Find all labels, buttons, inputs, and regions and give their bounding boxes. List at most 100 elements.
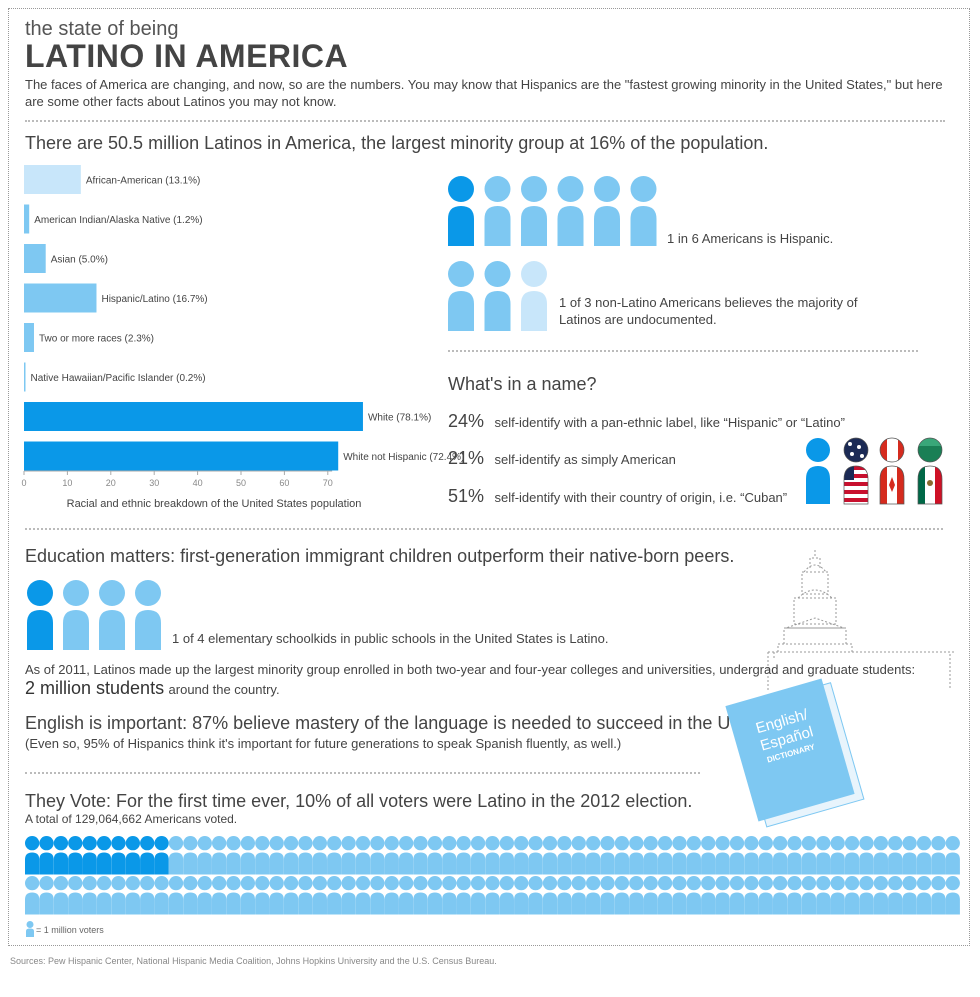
bar-label: Asian (5.0%) [51, 255, 108, 266]
voter-icon [873, 836, 888, 875]
voter-icon [197, 836, 212, 875]
voter-icon [773, 836, 788, 875]
voter-icon [571, 876, 586, 915]
bar [24, 283, 97, 313]
voter-icon [456, 876, 471, 915]
voter-icon [916, 836, 932, 875]
voter-icon [212, 836, 227, 875]
bar [24, 204, 30, 234]
bar-label: Native Hawaiian/Pacific Islander (0.2%) [31, 373, 206, 384]
x-tick-label: 50 [236, 478, 246, 488]
voter-icon [873, 876, 888, 915]
voter-icon [830, 836, 845, 875]
page-title: LATINO IN AMERICA [25, 38, 349, 74]
voter-icon [916, 876, 932, 915]
voter-icon [557, 876, 572, 915]
voter-icon [931, 836, 946, 875]
person-icon [135, 580, 161, 650]
person-icon [99, 580, 125, 650]
voter-icon [701, 876, 716, 915]
x-tick-label: 0 [21, 478, 26, 488]
name-pct: 51% [448, 486, 485, 506]
voter-icon [657, 876, 673, 915]
voter-icon [68, 836, 83, 875]
voter-icon [672, 876, 687, 915]
person-icon [630, 176, 657, 246]
voter-icon [586, 836, 601, 875]
voter-icon [125, 836, 140, 875]
voter-icon [298, 836, 313, 875]
voter-icon [312, 876, 327, 915]
voter-icon [758, 836, 773, 875]
voter-icon [528, 836, 543, 875]
vote-sub: A total of 129,064,662 Americans voted. [25, 812, 238, 826]
voter-icon [729, 836, 745, 875]
college-figure: 2 million students around the country. [25, 678, 280, 699]
voter-icon [327, 876, 342, 915]
person-icon [27, 580, 53, 650]
voter-legend-icon [26, 921, 34, 937]
voter-icon [701, 836, 716, 875]
voter-icon [715, 876, 730, 915]
us-flag-figure-icon [843, 437, 869, 505]
voter-icon [485, 876, 500, 915]
person-icon [448, 261, 474, 331]
voter-icon [514, 836, 529, 875]
voter-icon [168, 836, 184, 875]
person-icon [448, 176, 474, 246]
college-tail: around the country. [168, 682, 280, 697]
voter-icon [341, 836, 356, 875]
x-axis-label: Racial and ethnic breakdown of the Unite… [67, 498, 362, 510]
voter-icon [355, 836, 371, 875]
voter-icon [370, 876, 385, 915]
voter-icon [672, 836, 687, 875]
voter-icon [801, 876, 817, 915]
bar-label: American Indian/Alaska Native (1.2%) [34, 215, 202, 226]
voter-icon [470, 876, 486, 915]
bar-label: White (78.1%) [368, 413, 431, 424]
one-of-four-figures [27, 580, 161, 650]
voter-icon [427, 836, 443, 875]
voter-icon [557, 836, 572, 875]
voter-icon [255, 876, 270, 915]
voter-icon [111, 876, 126, 915]
voter-icon [830, 876, 845, 915]
voter-icon [39, 876, 54, 915]
voter-icon [255, 836, 270, 875]
bar [24, 323, 34, 352]
voter-icon [657, 836, 673, 875]
voter-icon [183, 836, 198, 875]
voter-icon [686, 876, 701, 915]
voter-icon [283, 876, 299, 915]
voter-icon [96, 836, 112, 875]
name-text: self-identify with a pan-ethnic label, l… [494, 415, 845, 430]
voter-icon [715, 836, 730, 875]
voter-icon [413, 876, 428, 915]
bar-label: African-American (13.1%) [86, 176, 200, 187]
voter-icon [931, 876, 946, 915]
name-text: self-identify with their country of orig… [494, 490, 788, 505]
voter-icon [629, 876, 644, 915]
person-icon [521, 261, 547, 331]
person-icon [521, 176, 547, 246]
voter-icon [499, 876, 514, 915]
voter-icon [902, 836, 917, 875]
one-in-six-figures [448, 176, 657, 246]
voter-icon [485, 836, 500, 875]
voter-legend-text: = 1 million voters [36, 925, 104, 935]
voter-icon [154, 836, 169, 875]
voter-icon [355, 876, 371, 915]
voter-icon [111, 836, 126, 875]
name-pct: 24% [448, 411, 485, 431]
x-tick-label: 20 [106, 478, 116, 488]
vote-heading: They Vote: For the first time ever, 10% … [25, 791, 693, 811]
name-pct: 21% [448, 448, 485, 468]
one-of-three-text: 1 of 3 non-Latino Americans believes the… [559, 295, 858, 327]
population-bar-chart: African-American (13.1%) American Indian/… [21, 165, 464, 510]
capitol-building-icon [767, 548, 954, 692]
voter-icon [96, 876, 112, 915]
education-heading: Education matters: first-generation immi… [25, 546, 735, 566]
voter-icon [269, 836, 284, 875]
divider [448, 350, 918, 352]
voter-icon [499, 836, 514, 875]
